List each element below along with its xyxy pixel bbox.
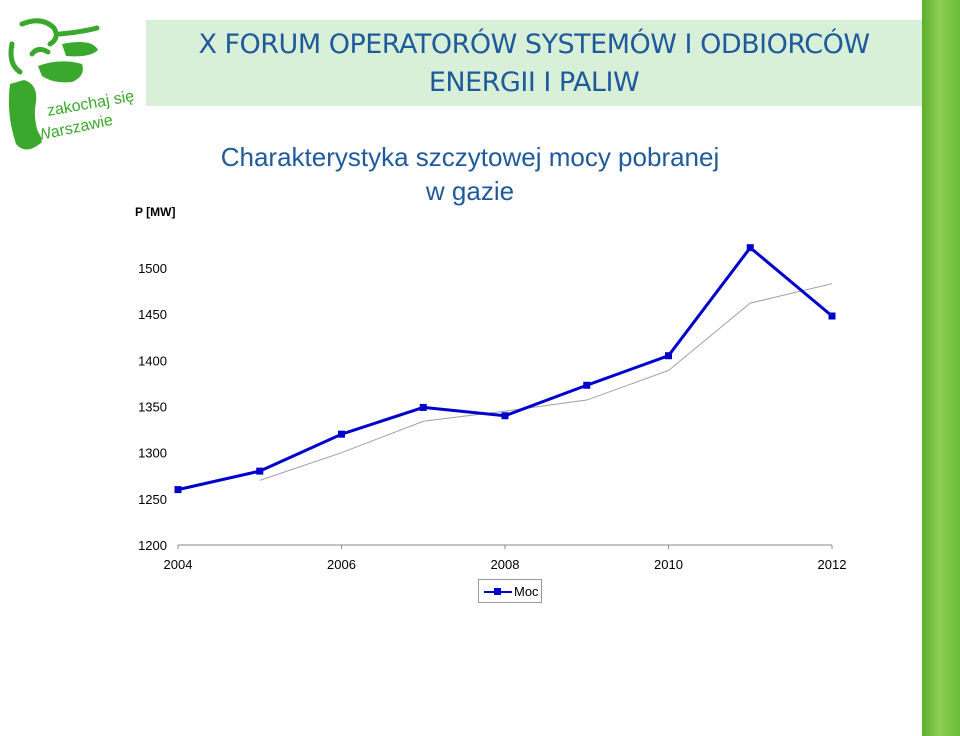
y-tick-label: 1250: [138, 492, 167, 507]
data-point-marker: [256, 467, 264, 475]
x-tick-label: 2004: [164, 557, 193, 572]
trend-line: [259, 283, 833, 481]
y-tick-label: 1300: [138, 446, 167, 461]
header-title-line1: X FORUM OPERATORÓW SYSTEMÓW I ODBIORCÓW: [198, 29, 870, 60]
y-axis-label: P [MW]: [135, 205, 176, 219]
chart-legend: Moc: [478, 579, 542, 603]
x-tick-label: 2012: [818, 557, 847, 572]
legend-label-moc: Moc: [514, 584, 539, 599]
y-tick-label: 1500: [138, 261, 167, 276]
chart-title-line2: w gazie: [425, 176, 515, 206]
warsaw-promo-logo-icon: zakochaj się w Warszawie: [8, 18, 136, 150]
y-tick-label: 1350: [138, 400, 167, 415]
data-point-marker: [338, 430, 345, 438]
y-tick-label: 1400: [138, 353, 167, 368]
x-tick-label: 2008: [491, 557, 520, 572]
y-tick-label: 1200: [138, 538, 167, 553]
x-tick-label: 2006: [327, 557, 356, 572]
legend-marker-swatch: [494, 588, 501, 595]
header-title-line2: ENERGII I PALIW: [428, 67, 640, 98]
y-tick-label: 1450: [138, 307, 167, 322]
data-point-marker: [746, 244, 754, 252]
data-point-marker: [501, 412, 509, 420]
data-point-marker: [174, 486, 182, 494]
series-line-moc: [177, 246, 833, 492]
header-title: X FORUM OPERATORÓW SYSTEMÓW I ODBIORCÓW …: [146, 26, 922, 102]
header-band: [146, 20, 922, 106]
side-decoration-bar: [922, 0, 960, 736]
data-point-marker: [665, 352, 672, 360]
x-tick-label: 2010: [654, 557, 683, 572]
data-point-marker: [419, 403, 427, 411]
chart-title-line1: Charakterystyka szczytowej mocy pobranej: [220, 142, 720, 172]
chart-title: Charakterystyka szczytowej mocy pobranej…: [160, 140, 780, 208]
data-point-marker: [828, 312, 836, 320]
data-point-marker: [583, 381, 591, 389]
